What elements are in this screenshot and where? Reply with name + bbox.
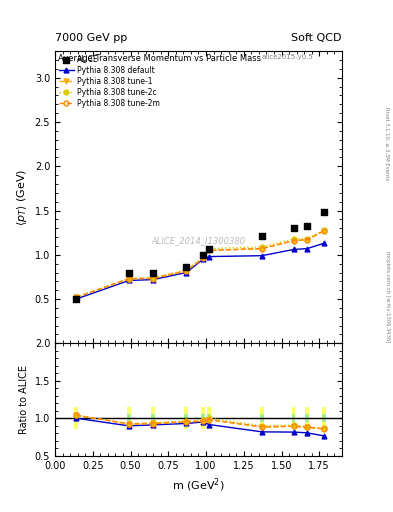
Point <box>126 269 132 278</box>
Bar <box>201 407 205 430</box>
Bar <box>305 415 309 422</box>
Point <box>304 222 310 230</box>
Text: alice2015-y0.5: alice2015-y0.5 <box>262 54 313 60</box>
Text: Rivet 3.1.10, ≥ 3.3M Events: Rivet 3.1.10, ≥ 3.3M Events <box>385 106 389 180</box>
Text: Average Transverse Momentum vs Particle Mass: Average Transverse Momentum vs Particle … <box>58 54 261 63</box>
Point <box>73 295 79 303</box>
Bar <box>184 407 188 430</box>
Text: 7000 GeV pp: 7000 GeV pp <box>55 33 127 44</box>
Point <box>200 251 206 259</box>
Bar <box>151 415 155 422</box>
Text: Soft QCD: Soft QCD <box>292 33 342 44</box>
Bar <box>292 415 296 422</box>
Point <box>290 224 297 232</box>
Bar <box>201 415 205 422</box>
Point <box>259 232 265 240</box>
Bar <box>127 407 131 430</box>
Bar <box>207 407 211 430</box>
Bar <box>260 407 264 430</box>
Bar <box>322 407 326 430</box>
Text: ALICE_2014_I1300380: ALICE_2014_I1300380 <box>151 237 246 246</box>
Bar <box>74 415 78 422</box>
X-axis label: m (GeV$^{2}$): m (GeV$^{2}$) <box>172 476 225 494</box>
Point <box>321 208 327 217</box>
Bar <box>207 415 211 422</box>
Bar <box>322 415 326 422</box>
Point <box>183 263 189 271</box>
Bar <box>292 407 296 430</box>
Text: mcplots.cern.ch [arXiv:1306.3436]: mcplots.cern.ch [arXiv:1306.3436] <box>385 251 389 343</box>
Y-axis label: $\langle p_{T} \rangle$ (GeV): $\langle p_{T} \rangle$ (GeV) <box>15 168 29 226</box>
Legend: ALICE, Pythia 8.308 default, Pythia 8.308 tune-1, Pythia 8.308 tune-2c, Pythia 8: ALICE, Pythia 8.308 default, Pythia 8.30… <box>57 53 162 109</box>
Bar <box>260 415 264 422</box>
Bar <box>127 415 131 422</box>
Point <box>206 245 212 253</box>
Point <box>150 269 156 278</box>
Bar <box>305 407 309 430</box>
Bar <box>74 407 78 430</box>
Y-axis label: Ratio to ALICE: Ratio to ALICE <box>19 365 29 434</box>
Bar <box>151 407 155 430</box>
Bar <box>184 415 188 422</box>
